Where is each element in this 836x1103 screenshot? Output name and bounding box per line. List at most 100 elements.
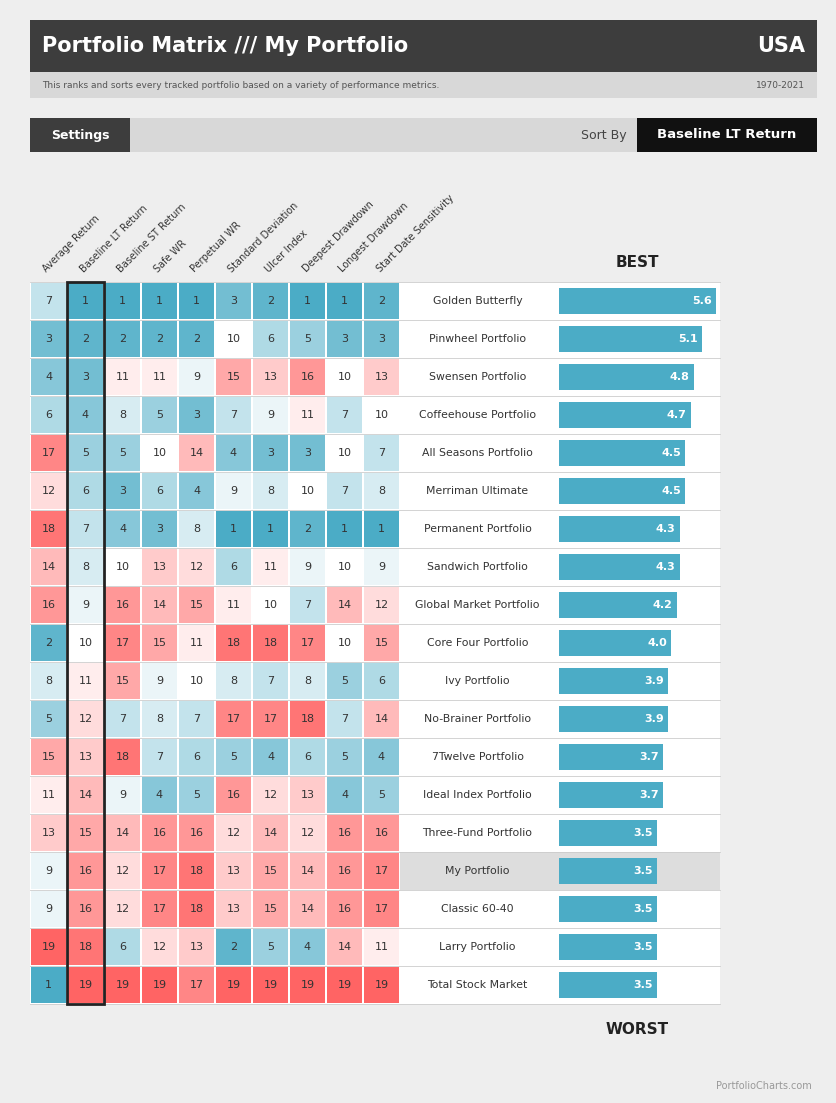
- Bar: [179, 777, 214, 813]
- Text: 19: 19: [300, 979, 314, 990]
- Bar: [289, 929, 324, 965]
- Text: 7: 7: [340, 714, 348, 724]
- Bar: [252, 435, 288, 471]
- Bar: [252, 283, 288, 319]
- Text: 7: 7: [340, 486, 348, 496]
- Text: 10: 10: [115, 563, 130, 572]
- Text: 19: 19: [115, 979, 130, 990]
- Text: 10: 10: [374, 410, 388, 420]
- Bar: [558, 782, 662, 807]
- Text: 3: 3: [45, 334, 52, 344]
- Bar: [104, 777, 140, 813]
- Text: 10: 10: [337, 638, 351, 647]
- Text: 4: 4: [303, 942, 311, 952]
- Text: 15: 15: [263, 904, 278, 914]
- Text: 14: 14: [337, 600, 351, 610]
- Text: 4.5: 4.5: [660, 486, 681, 496]
- Text: 2: 2: [82, 334, 89, 344]
- Bar: [216, 473, 251, 508]
- Text: 3.7: 3.7: [639, 790, 658, 800]
- Bar: [31, 511, 66, 547]
- Text: USA: USA: [756, 36, 804, 56]
- Text: 18: 18: [263, 638, 278, 647]
- Bar: [327, 929, 361, 965]
- Bar: [31, 663, 66, 699]
- Text: 6: 6: [82, 486, 89, 496]
- Bar: [558, 668, 667, 694]
- Text: 1: 1: [378, 524, 385, 534]
- Bar: [558, 858, 656, 884]
- Bar: [216, 435, 251, 471]
- Bar: [216, 397, 251, 433]
- Bar: [142, 815, 176, 852]
- Text: 14: 14: [115, 828, 130, 838]
- Bar: [400, 396, 719, 433]
- Text: 12: 12: [79, 714, 93, 724]
- Text: 17: 17: [42, 448, 55, 458]
- Bar: [104, 587, 140, 623]
- Bar: [104, 435, 140, 471]
- Bar: [104, 321, 140, 357]
- Text: 15: 15: [152, 638, 166, 647]
- Bar: [558, 478, 685, 504]
- Text: 4: 4: [119, 524, 126, 534]
- Text: 3.5: 3.5: [633, 866, 652, 876]
- Text: 3.9: 3.9: [644, 676, 664, 686]
- Bar: [68, 853, 103, 889]
- Text: Standard Deviation: Standard Deviation: [227, 201, 300, 274]
- Bar: [142, 967, 176, 1003]
- Text: Ulcer Index: Ulcer Index: [263, 228, 309, 274]
- Bar: [142, 739, 176, 775]
- Text: 8: 8: [119, 410, 126, 420]
- Text: 8: 8: [378, 486, 385, 496]
- Bar: [68, 929, 103, 965]
- Text: 9: 9: [119, 790, 126, 800]
- Bar: [558, 630, 670, 656]
- Text: 5: 5: [340, 676, 348, 686]
- Bar: [104, 929, 140, 965]
- Text: 11: 11: [263, 563, 278, 572]
- Text: 12: 12: [227, 828, 240, 838]
- Bar: [289, 587, 324, 623]
- Text: 16: 16: [374, 828, 388, 838]
- Text: 15: 15: [189, 600, 203, 610]
- Bar: [68, 435, 103, 471]
- Text: 16: 16: [337, 866, 351, 876]
- Text: All Seasons Portfolio: All Seasons Portfolio: [421, 448, 533, 458]
- Bar: [31, 929, 66, 965]
- Text: 18: 18: [115, 752, 130, 762]
- Text: 17: 17: [374, 904, 388, 914]
- Bar: [216, 321, 251, 357]
- Text: 5: 5: [155, 410, 163, 420]
- Bar: [558, 326, 701, 352]
- Bar: [216, 891, 251, 927]
- Text: 12: 12: [374, 600, 388, 610]
- Text: 3.5: 3.5: [633, 828, 652, 838]
- Bar: [31, 587, 66, 623]
- Bar: [216, 587, 251, 623]
- Text: 19: 19: [42, 942, 55, 952]
- Text: 6: 6: [267, 334, 273, 344]
- Bar: [142, 702, 176, 737]
- Text: 15: 15: [374, 638, 388, 647]
- Text: 3: 3: [155, 524, 163, 534]
- Bar: [216, 511, 251, 547]
- Text: 17: 17: [152, 904, 166, 914]
- Bar: [30, 20, 816, 72]
- Bar: [289, 511, 324, 547]
- Bar: [558, 554, 679, 580]
- Bar: [327, 397, 361, 433]
- Text: Global Market Portfolio: Global Market Portfolio: [415, 600, 539, 610]
- Bar: [68, 815, 103, 852]
- Bar: [558, 896, 656, 922]
- Bar: [179, 891, 214, 927]
- Bar: [179, 358, 214, 395]
- Text: 3: 3: [193, 410, 200, 420]
- Text: 3: 3: [230, 296, 237, 306]
- Text: 17: 17: [263, 714, 278, 724]
- Bar: [142, 283, 176, 319]
- Text: 4: 4: [155, 790, 163, 800]
- Text: 9: 9: [378, 563, 385, 572]
- Bar: [142, 397, 176, 433]
- Text: 4.2: 4.2: [652, 600, 672, 610]
